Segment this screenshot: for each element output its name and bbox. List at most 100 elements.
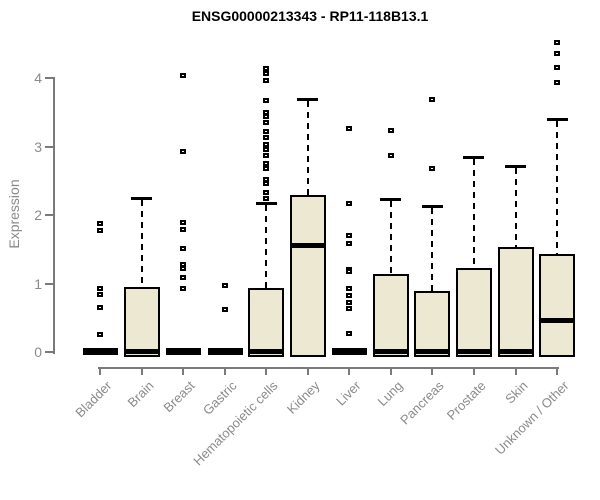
outlier-point [263,160,270,166]
outlier-point [554,51,561,57]
flat-box [83,348,118,355]
outlier-point [387,152,394,158]
flat-box [207,348,243,355]
outlier-point [180,286,187,292]
whisker-cap [131,196,153,200]
whisker-line [140,199,143,288]
whisker-cap [421,205,443,209]
whisker-line [389,200,392,274]
box [414,291,451,357]
outlier-point [263,190,270,196]
outlier-point [263,152,270,158]
outlier-point [346,126,353,131]
median-line [291,243,324,249]
x-tick [431,368,434,375]
outlier-point [97,332,103,338]
outlier-point [554,65,561,71]
box [372,273,409,357]
x-tick [306,368,309,375]
outlier-point [263,181,270,187]
outlier-point [180,274,187,280]
median-line [416,348,449,354]
outlier-point [180,262,187,268]
x-tick [472,368,475,375]
outlier-point [263,128,270,134]
outlier-point [429,165,436,171]
outlier-point [97,228,103,234]
y-tick [45,351,53,353]
outlier-point [554,80,561,86]
outlier-point [97,221,103,227]
whisker-cap [255,201,277,205]
y-tick-label: 0 [34,344,42,360]
x-tick [514,368,517,375]
outlier-point [263,97,270,103]
outlier-point [97,304,103,310]
box [539,253,576,357]
x-tick [348,368,351,375]
chart-title: ENSG00000213343 - RP11-118B13.1 [191,8,429,24]
outlier-point [221,306,228,312]
median-line [374,348,407,354]
x-axis-line [98,367,560,369]
outlier-point [180,245,187,251]
x-tick [140,368,143,375]
outlier-point [180,72,187,78]
x-tick [389,368,392,375]
median-line [250,348,283,354]
flat-box [166,348,202,355]
outlier-point [263,141,270,147]
x-tick [556,368,559,375]
whisker-cap [505,164,526,168]
whisker-cap [463,155,485,159]
y-tick-label: 2 [34,207,42,223]
outlier-point [180,219,187,225]
whisker-cap [297,97,319,101]
outlier-point [97,291,103,297]
median-line [541,317,574,323]
outlier-point [263,134,270,140]
outlier-point [346,330,353,336]
outlier-point [263,147,270,153]
x-tick [223,368,226,375]
outlier-point [263,70,270,76]
outlier-point [180,226,187,232]
whisker-line [431,208,434,292]
outlier-point [263,176,270,182]
median-line [125,348,158,354]
whisker-line [556,121,559,254]
outlier-point [346,299,353,305]
y-tick [45,282,53,285]
y-tick [45,214,53,216]
outlier-point [263,195,270,201]
x-tick [265,368,268,375]
x-tick [182,368,185,375]
y-axis-line [53,77,55,354]
outlier-point [346,200,353,206]
box [248,287,285,357]
whisker-line [265,204,268,288]
whisker-cap [546,118,568,122]
outlier-point [263,119,270,125]
box [289,194,326,357]
outlier-point [221,282,228,288]
outlier-point [346,232,353,238]
outlier-point [263,166,270,172]
outlier-point [346,306,353,312]
outlier-point [346,241,353,247]
flat-box [332,348,368,355]
outlier-point [429,97,436,103]
outlier-point [346,293,353,299]
box [497,246,534,357]
whisker-line [514,167,517,247]
median-line [457,348,490,354]
y-tick [45,77,53,79]
outlier-point [346,286,353,292]
y-tick [45,145,53,148]
outlier-point [554,40,561,46]
outlier-point [97,286,103,292]
outlier-point [180,266,187,272]
outlier-point [180,149,187,155]
outlier-point [346,269,353,275]
